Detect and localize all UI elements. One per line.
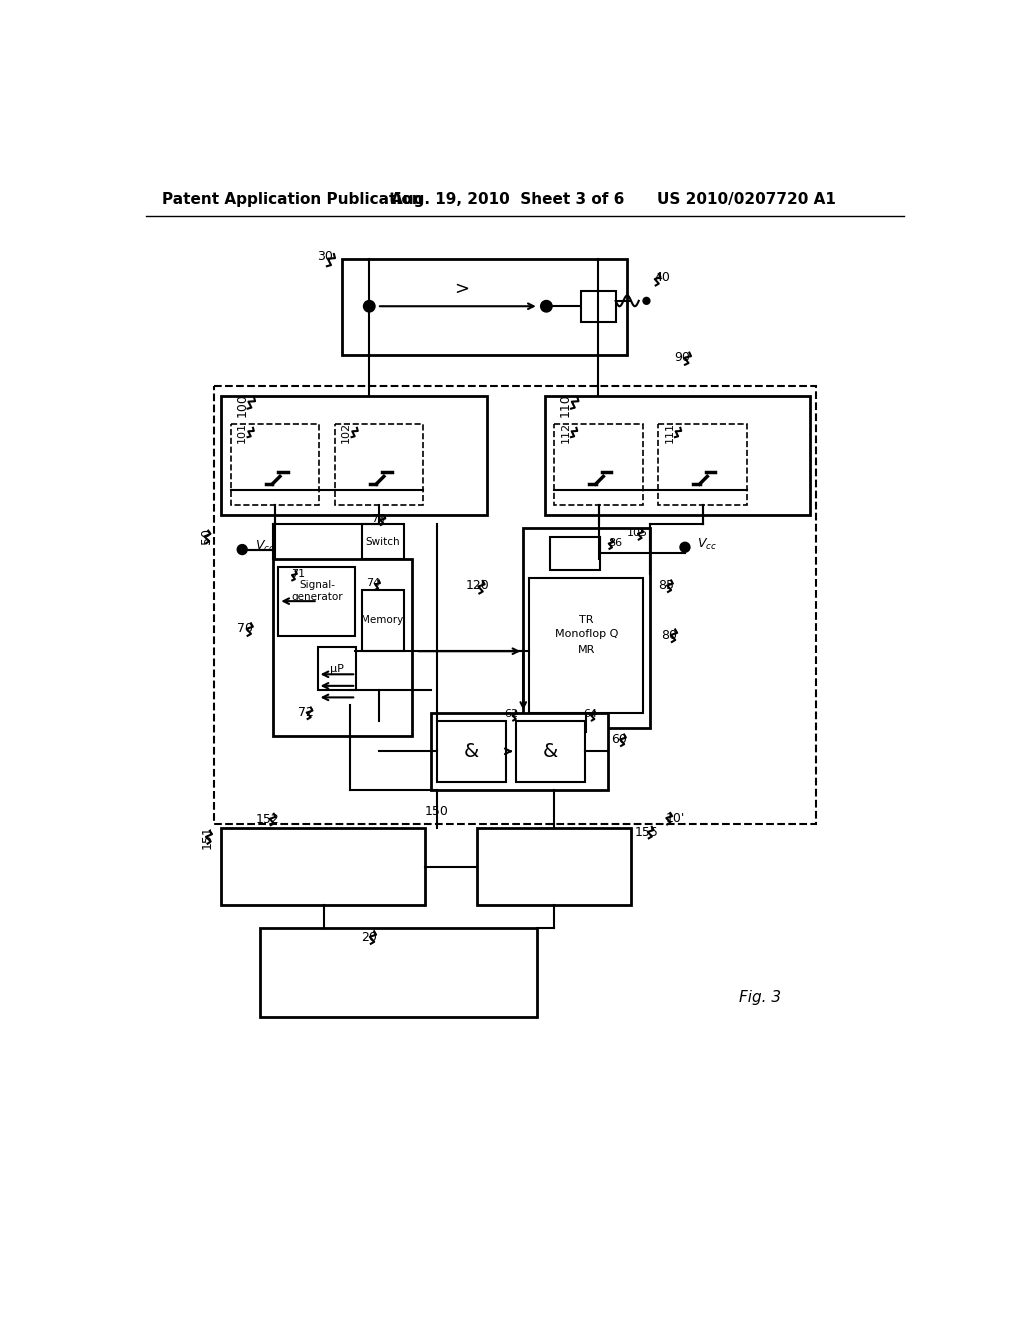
Text: 85: 85 xyxy=(657,579,674,593)
Text: 155: 155 xyxy=(635,825,658,838)
Text: 110: 110 xyxy=(559,393,572,417)
Text: 90: 90 xyxy=(674,351,690,363)
Text: Patent Application Publication: Patent Application Publication xyxy=(162,191,423,207)
Bar xyxy=(279,566,355,636)
Text: 150: 150 xyxy=(425,805,449,818)
Text: Switch: Switch xyxy=(365,537,399,546)
Text: 60: 60 xyxy=(611,733,628,746)
Text: Aug. 19, 2010  Sheet 3 of 6: Aug. 19, 2010 Sheet 3 of 6 xyxy=(391,191,625,207)
Bar xyxy=(477,829,631,906)
Bar xyxy=(523,528,650,729)
Bar xyxy=(437,721,506,781)
Circle shape xyxy=(643,298,649,304)
Text: Monoflop Q: Monoflop Q xyxy=(555,630,618,639)
Text: 72: 72 xyxy=(298,706,314,719)
Text: 112: 112 xyxy=(560,422,570,444)
Text: 20: 20 xyxy=(361,931,377,944)
Text: 151: 151 xyxy=(201,826,214,849)
Bar xyxy=(230,424,319,506)
Bar xyxy=(361,524,403,558)
Text: 120: 120 xyxy=(465,579,488,593)
Text: >: > xyxy=(455,280,469,298)
Text: 74: 74 xyxy=(366,578,380,589)
Bar xyxy=(342,259,628,355)
Bar xyxy=(550,537,600,570)
Bar xyxy=(221,396,487,515)
Text: 80: 80 xyxy=(662,630,678,643)
Text: Memory: Memory xyxy=(361,615,403,626)
Bar xyxy=(260,928,538,1016)
Circle shape xyxy=(541,301,552,312)
Text: US 2010/0207720 A1: US 2010/0207720 A1 xyxy=(657,191,836,207)
Bar xyxy=(335,424,423,506)
Text: 76: 76 xyxy=(372,513,386,524)
Text: Fig. 3: Fig. 3 xyxy=(739,990,781,1006)
Text: 10': 10' xyxy=(666,812,685,825)
Text: $V_{cc}$: $V_{cc}$ xyxy=(255,539,275,554)
Bar xyxy=(431,713,608,789)
Text: 102: 102 xyxy=(341,422,351,444)
Text: 86: 86 xyxy=(608,539,623,548)
Circle shape xyxy=(364,301,375,312)
Text: 101: 101 xyxy=(238,422,247,444)
Bar xyxy=(214,385,816,825)
Bar xyxy=(529,578,643,713)
Text: 111: 111 xyxy=(665,422,675,444)
Text: Signal-
generator: Signal- generator xyxy=(291,581,343,602)
Text: μP: μP xyxy=(330,664,344,675)
Text: &: & xyxy=(464,742,479,760)
Text: 40: 40 xyxy=(654,271,670,284)
Bar xyxy=(221,829,425,906)
Text: 71: 71 xyxy=(291,569,305,579)
Text: 70: 70 xyxy=(237,622,253,635)
Text: TR: TR xyxy=(580,615,594,626)
Circle shape xyxy=(238,545,247,554)
Text: 30: 30 xyxy=(317,251,333,264)
Text: 50: 50 xyxy=(200,528,213,544)
Bar xyxy=(554,424,643,506)
Text: &: & xyxy=(543,742,558,760)
Text: 152: 152 xyxy=(256,813,280,825)
Bar xyxy=(515,721,585,781)
Text: 100: 100 xyxy=(236,393,249,417)
Bar xyxy=(581,290,615,322)
Bar xyxy=(658,424,746,506)
Bar xyxy=(361,590,403,651)
Text: 62: 62 xyxy=(505,709,519,719)
Circle shape xyxy=(680,543,689,552)
Bar xyxy=(317,647,356,689)
Text: $V_{cc}$: $V_{cc}$ xyxy=(697,537,718,552)
Text: 105: 105 xyxy=(627,528,648,539)
Bar xyxy=(545,396,810,515)
Text: 64: 64 xyxy=(584,709,597,719)
Bar xyxy=(273,558,412,737)
Text: MR: MR xyxy=(578,644,595,655)
